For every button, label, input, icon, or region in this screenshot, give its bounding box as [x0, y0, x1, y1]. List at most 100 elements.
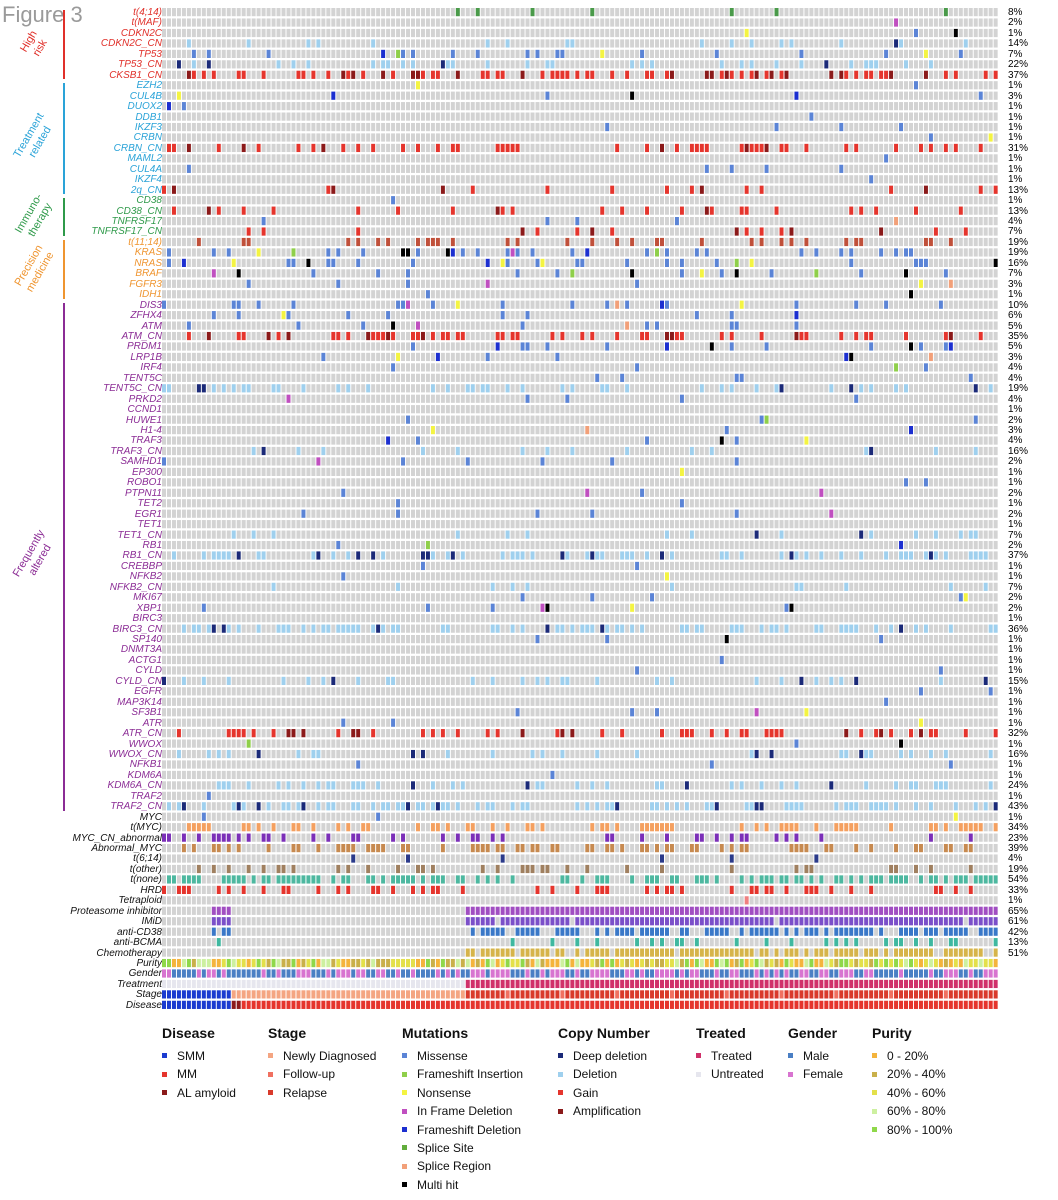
oncoprint-cell [540, 280, 544, 288]
oncoprint-cell [844, 71, 848, 79]
oncoprint-cell [511, 280, 515, 288]
oncoprint-cell [989, 217, 993, 225]
oncoprint-cell [730, 290, 734, 298]
oncoprint-cell [680, 217, 684, 225]
oncoprint-cell [401, 248, 405, 256]
oncoprint-cell [481, 269, 485, 277]
oncoprint-cell [192, 196, 196, 204]
oncoprint-cell [909, 165, 913, 173]
oncoprint-cell [177, 186, 181, 194]
oncoprint-cell [177, 175, 181, 183]
oncoprint-cell [182, 280, 186, 288]
oncoprint-cell [182, 60, 186, 68]
oncoprint-cell [441, 144, 445, 152]
oncoprint-cell [306, 290, 310, 298]
oncoprint-cell [575, 165, 579, 173]
oncoprint-cell [476, 186, 480, 194]
oncoprint-cell [471, 133, 475, 141]
oncoprint-cell [277, 144, 281, 152]
oncoprint-cell [237, 186, 241, 194]
oncoprint-cell [949, 133, 953, 141]
oncoprint-cell [341, 92, 345, 100]
oncoprint-cell [162, 196, 166, 204]
oncoprint-cell [486, 29, 490, 37]
oncoprint-cell [675, 248, 679, 256]
oncoprint-cell [461, 92, 465, 100]
oncoprint-cell [730, 50, 734, 58]
oncoprint-cell [431, 133, 435, 141]
oncoprint-cell [799, 18, 803, 26]
oncoprint-cell [889, 50, 893, 58]
oncoprint-cell [954, 248, 958, 256]
oncoprint-cell [391, 123, 395, 131]
oncoprint-cell [232, 301, 236, 309]
oncoprint-cell [301, 154, 305, 162]
oncoprint-cell [351, 29, 355, 37]
oncoprint-cell [481, 217, 485, 225]
oncoprint-cell [700, 207, 704, 215]
oncoprint-cell [421, 18, 425, 26]
oncoprint-cell [899, 8, 903, 16]
oncoprint-cell [949, 269, 953, 277]
oncoprint-cell [879, 39, 883, 47]
oncoprint-cell [989, 39, 993, 47]
oncoprint-cell [565, 207, 569, 215]
oncoprint-cell [301, 133, 305, 141]
oncoprint-cell [521, 8, 525, 16]
oncoprint-cell [346, 290, 350, 298]
oncoprint-cell [710, 50, 714, 58]
oncoprint-cell [804, 102, 808, 110]
oncoprint-cell [277, 71, 281, 79]
oncoprint-cell [884, 144, 888, 152]
oncoprint-cell [501, 217, 505, 225]
oncoprint-cell [545, 217, 549, 225]
oncoprint-cell [321, 269, 325, 277]
oncoprint-cell [252, 186, 256, 194]
oncoprint-cell [381, 8, 385, 16]
oncoprint-cell [331, 238, 335, 246]
oncoprint-cell [924, 113, 928, 121]
oncoprint-cell [969, 290, 973, 298]
oncoprint-cell [740, 259, 744, 267]
oncoprint-cell [456, 248, 460, 256]
oncoprint-cell [924, 238, 928, 246]
oncoprint-cell [311, 154, 315, 162]
oncoprint-cell [506, 81, 510, 89]
oncoprint-cell [356, 238, 360, 246]
oncoprint-cell [839, 29, 843, 37]
oncoprint-cell [575, 81, 579, 89]
oncoprint-cell [491, 186, 495, 194]
oncoprint-cell [356, 113, 360, 121]
oncoprint-cell [346, 186, 350, 194]
oncoprint-cell [212, 280, 216, 288]
oncoprint-cell [481, 154, 485, 162]
oncoprint-cell [461, 196, 465, 204]
oncoprint-cell [929, 39, 933, 47]
oncoprint-cell [575, 196, 579, 204]
oncoprint-cell [715, 92, 719, 100]
oncoprint-cell [336, 29, 340, 37]
row-percentage: 7% [1008, 227, 1022, 237]
oncoprint-cell [167, 154, 171, 162]
oncoprint-cell [715, 8, 719, 16]
oncoprint-cell [346, 133, 350, 141]
oncoprint-cell [904, 39, 908, 47]
oncoprint-cell [227, 290, 231, 298]
row-percentage: 1% [1008, 760, 1022, 770]
oncoprint-cell [262, 50, 266, 58]
oncoprint-cell [511, 81, 515, 89]
oncoprint-cell [501, 144, 505, 152]
oncoprint-cell [859, 259, 863, 267]
oncoprint-cell [735, 248, 739, 256]
oncoprint-cell [167, 50, 171, 58]
oncoprint-cell [730, 102, 734, 110]
oncoprint-cell [496, 290, 500, 298]
oncoprint-cell [765, 227, 769, 235]
oncoprint-cell [436, 217, 440, 225]
oncoprint-cell [545, 39, 549, 47]
oncoprint-cell [386, 165, 390, 173]
oncoprint-cell [526, 29, 530, 37]
oncoprint-cell [545, 60, 549, 68]
oncoprint-cell [366, 238, 370, 246]
row-label: TET1 [2, 520, 162, 530]
